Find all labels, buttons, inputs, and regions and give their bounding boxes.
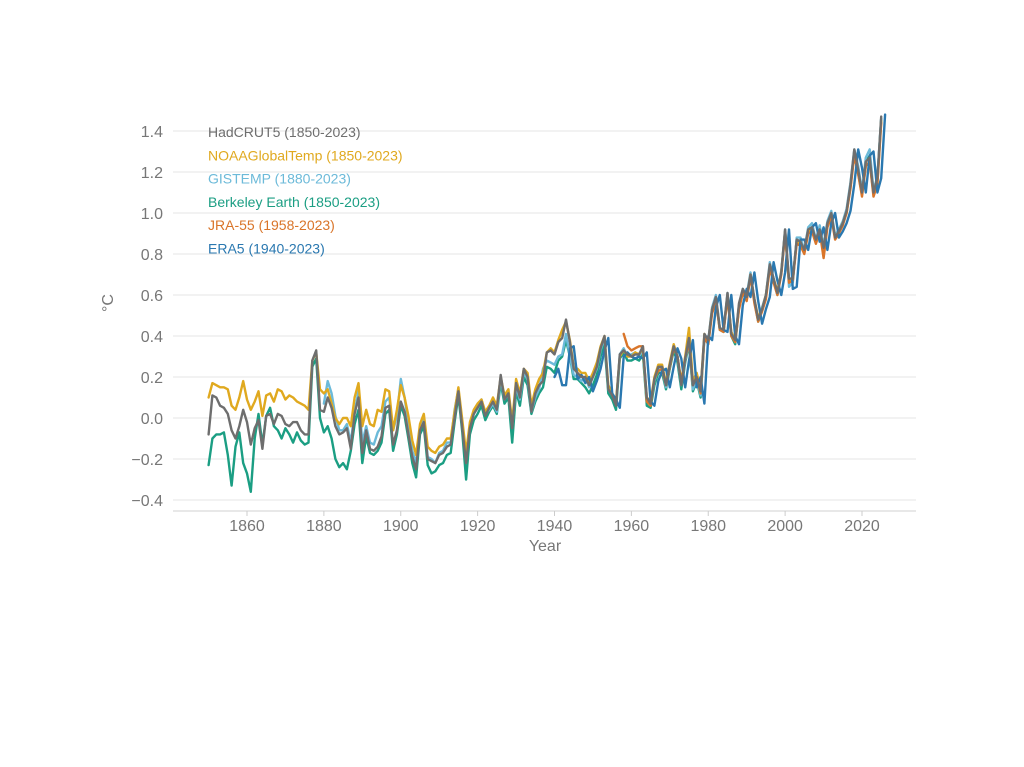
legend-entry: ERA5 (1940-2023) xyxy=(208,241,325,257)
y-tick-label: 0.6 xyxy=(141,288,163,305)
x-tick-label: 1980 xyxy=(690,518,726,535)
series-line-5 xyxy=(553,113,887,409)
y-tick-label: 0.2 xyxy=(141,370,163,387)
y-tick-label: 1.4 xyxy=(141,124,163,141)
legend: HadCRUT5 (1850-2023) NOAAGlobalTemp (1850… xyxy=(208,124,403,257)
legend-entry: HadCRUT5 (1850-2023) xyxy=(208,124,361,140)
y-tick-label: 0.0 xyxy=(141,411,163,428)
series-lines xyxy=(207,113,887,493)
legend-entry: GISTEMP (1880-2023) xyxy=(208,171,351,187)
x-tick-label: 1940 xyxy=(537,518,573,535)
legend-entry: JRA-55 (1958-2023) xyxy=(208,217,335,233)
legend-entry: NOAAGlobalTemp (1850-2023) xyxy=(208,147,403,163)
y-tick-label: 0.8 xyxy=(141,247,163,264)
x-tick-label: 2020 xyxy=(844,518,880,535)
gridlines xyxy=(173,130,916,501)
y-axis-label: °C xyxy=(100,294,117,312)
x-tick-label: 1900 xyxy=(383,518,419,535)
series-line-4 xyxy=(622,121,883,407)
series-line-0 xyxy=(207,115,883,471)
x-tick-label: 1960 xyxy=(614,518,650,535)
y-tick-label: −0.4 xyxy=(131,493,163,510)
x-axis-label: Year xyxy=(529,538,562,555)
x-tick-label: 1920 xyxy=(460,518,496,535)
y-axis-ticks: −0.4 −0.2 0.0 0.2 0.4 0.6 0.8 1.0 1.2 1.4 xyxy=(131,124,163,510)
y-tick-label: 1.2 xyxy=(141,165,163,182)
x-tick-label: 2000 xyxy=(767,518,803,535)
x-tick-label: 1880 xyxy=(306,518,342,535)
x-tick-label: 1860 xyxy=(229,518,265,535)
y-tick-label: −0.2 xyxy=(131,452,163,469)
y-tick-label: 1.0 xyxy=(141,206,163,223)
y-tick-label: 0.4 xyxy=(141,329,163,346)
legend-entry: Berkeley Earth (1850-2023) xyxy=(208,194,380,210)
x-axis-ticks: 1860 1880 1900 1920 1940 1960 1980 2000 2020 xyxy=(229,511,880,535)
